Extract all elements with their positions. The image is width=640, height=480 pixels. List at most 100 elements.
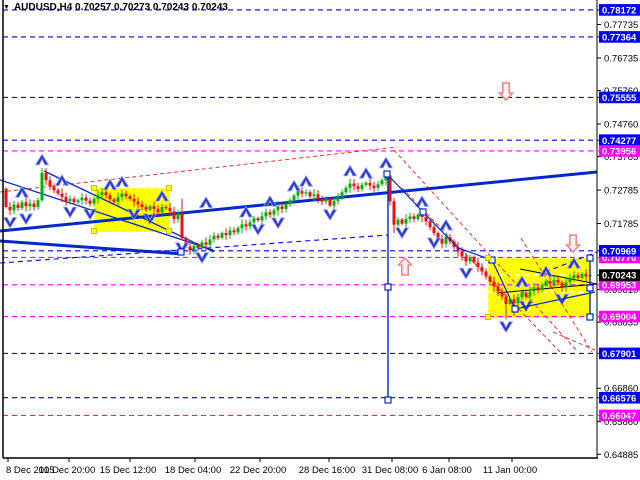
drag-handle bbox=[166, 185, 172, 191]
drag-handle bbox=[586, 284, 594, 292]
forecast-down-arrow-icon bbox=[564, 234, 582, 254]
white-dashed-levels bbox=[488, 274, 590, 293]
price-level-label bbox=[599, 4, 640, 16]
price-level-text: 0.70969 bbox=[602, 246, 636, 257]
fractal-up-icon bbox=[414, 195, 430, 207]
price-level-text: 0.66576 bbox=[602, 393, 636, 404]
time-axis-label: 31 Dec 08:00 bbox=[362, 465, 419, 476]
price-level-label bbox=[599, 91, 640, 104]
price-level-text: 0.70243 bbox=[602, 271, 636, 282]
fractal-up-icon bbox=[198, 196, 214, 208]
forecast-up-arrow-icon bbox=[396, 256, 414, 276]
candles-layer bbox=[4, 167, 592, 320]
drag-handle bbox=[91, 185, 97, 191]
fractal-up-icon bbox=[54, 174, 70, 186]
fractal-up-icon bbox=[262, 195, 278, 207]
time-axis-label: 28 Dec 16:00 bbox=[299, 465, 356, 476]
fractal-up-icon bbox=[342, 164, 358, 177]
fractal-up-icon bbox=[286, 179, 302, 192]
price-tick-label: 0.65860 bbox=[604, 417, 638, 428]
price-level-label bbox=[599, 269, 640, 281]
drag-handle bbox=[511, 305, 519, 313]
drag-handle bbox=[586, 254, 594, 262]
fractal-down-icon bbox=[518, 300, 534, 313]
fractal-down-icon bbox=[142, 213, 158, 226]
price-level-label bbox=[599, 31, 640, 43]
price-tick-label: 0.71785 bbox=[604, 219, 638, 230]
drag-handle bbox=[485, 255, 491, 261]
fractal-down-icon bbox=[322, 209, 338, 222]
time-axis-label: 15 Dec 12:00 bbox=[100, 465, 157, 476]
time-axis-label: 18 Dec 04:00 bbox=[165, 465, 222, 476]
fractal-down-icon bbox=[426, 237, 442, 250]
fractal-down-icon bbox=[194, 252, 210, 264]
fractal-down-icon bbox=[126, 208, 142, 221]
price-level-text: 0.78172 bbox=[602, 5, 636, 16]
price-tick-label: 0.64885 bbox=[604, 450, 638, 461]
drag-handle bbox=[384, 396, 392, 404]
price-axis[interactable]: 0.77735 0.76735 0.75760 0.74760 0.73785 0.727… bbox=[597, 4, 640, 461]
fractal-up-icon bbox=[34, 153, 50, 166]
price-tick-label: 0.72785 bbox=[604, 186, 638, 197]
level-lines bbox=[3, 9, 597, 416]
fractal-up-icon bbox=[154, 189, 170, 202]
price-level-text: 0.70770 bbox=[602, 253, 636, 264]
time-axis-label: 6 Jan 08:00 bbox=[422, 465, 472, 476]
drag-handle bbox=[166, 228, 172, 234]
drag-handle bbox=[91, 228, 97, 234]
price-tick-label: 0.73785 bbox=[604, 152, 638, 163]
price-level-text: 0.74277 bbox=[602, 136, 636, 147]
price-level-text: 0.69004 bbox=[602, 312, 637, 323]
fractal-down-icon bbox=[554, 294, 570, 306]
fractal-up-icon bbox=[102, 178, 118, 191]
fractal-up-icon bbox=[514, 275, 530, 287]
fractal-down-icon bbox=[270, 217, 286, 230]
price-tick-label: 0.66860 bbox=[604, 384, 638, 395]
collapse-icon[interactable]: ▼ bbox=[3, 4, 10, 11]
forecast-down-arrow-icon bbox=[497, 82, 515, 102]
price-level-label bbox=[599, 145, 640, 157]
fractal-up-icon bbox=[566, 256, 582, 269]
drag-handle bbox=[485, 314, 491, 320]
fractal-down-icon bbox=[498, 321, 514, 334]
fractal-up-icon bbox=[358, 166, 374, 179]
fractal-up-icon bbox=[538, 265, 554, 277]
fractal-down-icon bbox=[82, 208, 98, 221]
price-level-label bbox=[599, 347, 640, 360]
chart-title-bar: ▼ AUDUSD,H4 0.70257 0.70273 0.70243 0.70… bbox=[3, 2, 228, 13]
time-axis-label: 10 Dec 20:00 bbox=[39, 465, 96, 476]
fractal-down-icon bbox=[394, 227, 410, 240]
chart-title: AUDUSD,H4 0.70257 0.70273 0.70243 0.7024… bbox=[13, 2, 228, 13]
drag-handle bbox=[586, 313, 594, 321]
price-level-label bbox=[599, 251, 640, 264]
price-level-text: 0.69953 bbox=[602, 280, 636, 291]
price-level-label bbox=[599, 391, 640, 404]
drawing-handles[interactable] bbox=[91, 170, 594, 404]
price-level-text: 0.66047 bbox=[602, 411, 636, 422]
drag-handle bbox=[419, 208, 427, 216]
fractal-up-icon bbox=[238, 205, 254, 218]
price-level-label bbox=[599, 278, 640, 291]
price-level-label bbox=[599, 310, 640, 323]
black-pennant-lines bbox=[496, 268, 598, 294]
price-level-text: 0.73956 bbox=[602, 147, 636, 158]
forecast-arrows bbox=[396, 82, 582, 276]
fractal-up-icon bbox=[14, 185, 30, 198]
zigzag-pattern-line[interactable] bbox=[386, 173, 596, 310]
fractal-down-icon bbox=[2, 217, 18, 229]
drag-handle bbox=[383, 170, 391, 178]
fractal-down-icon bbox=[458, 267, 474, 280]
fractal-up-icon bbox=[438, 218, 454, 231]
price-level-label bbox=[599, 409, 640, 422]
fractal-up-icon bbox=[114, 175, 130, 188]
fractal-down-icon bbox=[250, 224, 266, 236]
time-axis-label: 11 Jan 00:00 bbox=[483, 465, 537, 476]
drag-handle bbox=[177, 248, 185, 256]
fractal-up-icon bbox=[378, 156, 394, 169]
price-tick-label: 0.75760 bbox=[604, 86, 638, 97]
price-level-text: 0.77364 bbox=[602, 33, 637, 44]
price-level-label bbox=[599, 245, 640, 257]
